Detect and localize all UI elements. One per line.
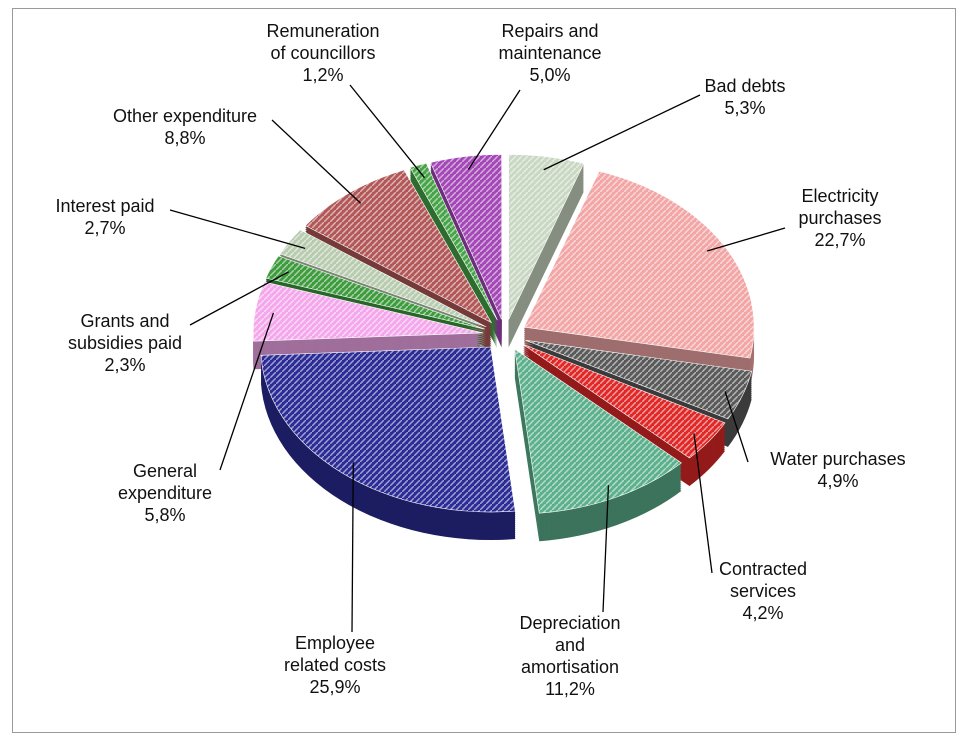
data-label: Bad debts 5,3%	[650, 75, 840, 119]
category-label: General expenditure	[117, 461, 213, 503]
value-label: 5,8%	[144, 505, 186, 525]
category-label: Employee related costs	[283, 633, 387, 675]
category-label: Bad debts	[704, 76, 786, 96]
leader-line	[219, 312, 275, 471]
slice-texture	[525, 340, 752, 419]
leader-line	[169, 209, 306, 249]
value-label: 25,9%	[309, 677, 361, 697]
value-label: 5,3%	[724, 98, 766, 118]
value-label: 2,3%	[104, 355, 146, 375]
leader-line	[602, 485, 610, 613]
data-label: Grants and subsidies paid 2,3%	[30, 310, 220, 376]
category-label: Electricity purchases	[798, 186, 882, 228]
category-label: Interest paid	[55, 196, 155, 216]
category-label: Remuneration of councillors	[266, 21, 380, 63]
leader-line	[351, 462, 354, 633]
slice-texture	[261, 347, 516, 513]
category-label: Grants and subsidies paid	[67, 311, 183, 353]
leader-line	[189, 271, 289, 326]
slice-texture	[410, 163, 498, 321]
value-label: 4,2%	[742, 603, 784, 623]
slice-texture	[265, 255, 485, 330]
value-label: 22,7%	[814, 230, 866, 250]
leader-line	[349, 84, 425, 179]
data-label: Contracted services 4,2%	[668, 558, 858, 624]
slice-texture	[253, 281, 484, 342]
data-label: Remuneration of councillors 1,2%	[228, 20, 418, 86]
leader-line	[543, 94, 701, 171]
value-label: 4,9%	[817, 471, 859, 491]
category-label: Water purchases	[770, 449, 906, 469]
data-label: Depreciation and amortisation 11,2%	[475, 612, 665, 700]
slice-texture	[305, 169, 492, 323]
data-label: Employee related costs 25,9%	[240, 632, 430, 698]
category-label: Contracted services	[718, 559, 808, 601]
slice-texture	[430, 154, 502, 320]
slice-texture	[514, 349, 682, 514]
data-label: Other expenditure 8,8%	[90, 105, 280, 149]
data-label: Water purchases 4,9%	[743, 448, 933, 492]
slice-texture	[508, 154, 584, 320]
data-label: Interest paid 2,7%	[10, 195, 200, 239]
slice-texture	[524, 171, 755, 359]
value-label: 2,7%	[84, 218, 126, 238]
value-label: 8,8%	[164, 128, 206, 148]
leader-line	[271, 119, 362, 204]
category-label: Other expenditure	[112, 106, 258, 126]
data-label: Repairs and maintenance 5,0%	[455, 20, 645, 86]
leader-line	[467, 89, 521, 170]
leader-line	[706, 227, 786, 252]
slice-texture	[522, 344, 726, 458]
category-label: Repairs and maintenance	[498, 21, 602, 63]
data-label: General expenditure 5,8%	[70, 460, 260, 526]
leader-line	[724, 391, 749, 463]
category-label: Depreciation and amortisation	[519, 613, 621, 677]
value-label: 1,2%	[302, 65, 344, 85]
slice-texture	[279, 229, 487, 327]
data-label: Electricity purchases 22,7%	[745, 185, 935, 251]
leader-line	[693, 433, 713, 574]
value-label: 5,0%	[529, 65, 571, 85]
chart-frame	[12, 8, 956, 733]
value-label: 11,2%	[545, 679, 595, 699]
